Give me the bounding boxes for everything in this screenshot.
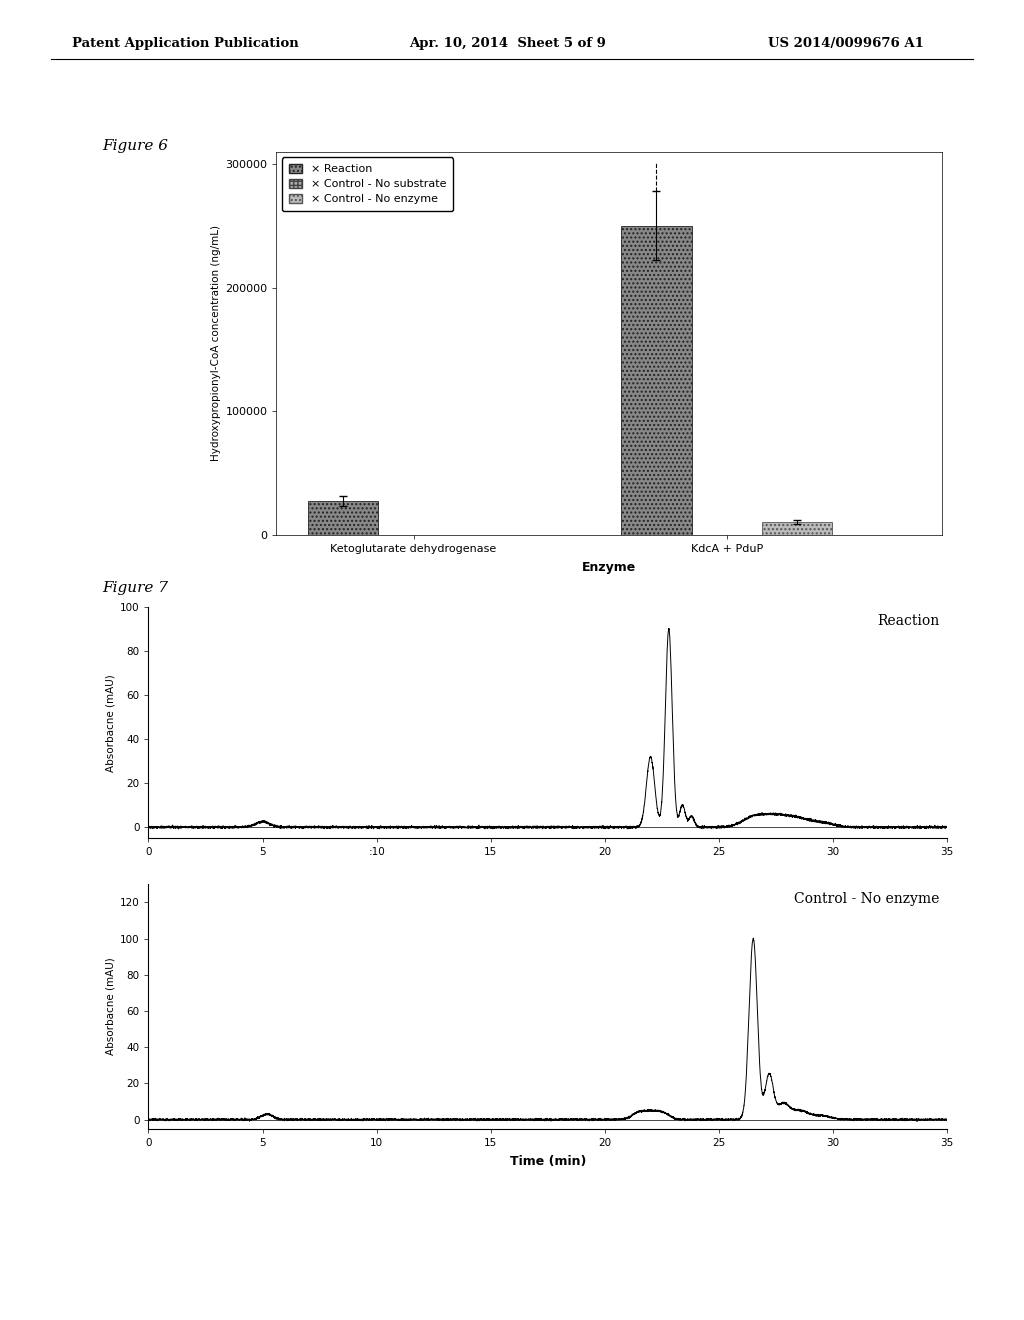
Text: Control - No enzyme: Control - No enzyme	[794, 892, 939, 906]
Bar	[308, 502, 378, 535]
Text: Reaction: Reaction	[877, 614, 939, 628]
Y-axis label: Hydroxypropionyl-CoA concentration (ng/mL): Hydroxypropionyl-CoA concentration (ng/m…	[211, 226, 221, 461]
Legend: × Reaction, × Control - No substrate, × Control - No enzyme: × Reaction, × Control - No substrate, × …	[282, 157, 453, 211]
Text: Patent Application Publication: Patent Application Publication	[72, 37, 298, 50]
Text: Apr. 10, 2014  Sheet 5 of 9: Apr. 10, 2014 Sheet 5 of 9	[410, 37, 606, 50]
Bar	[762, 523, 833, 535]
Text: US 2014/0099676 A1: US 2014/0099676 A1	[768, 37, 924, 50]
Text: Figure 7: Figure 7	[102, 581, 168, 595]
Y-axis label: Absorbacne (mAU): Absorbacne (mAU)	[105, 673, 116, 772]
Text: Figure 6: Figure 6	[102, 139, 168, 153]
X-axis label: Time (min): Time (min)	[510, 1155, 586, 1168]
Bar	[621, 226, 691, 535]
Y-axis label: Absorbacne (mAU): Absorbacne (mAU)	[105, 957, 116, 1056]
X-axis label: Enzyme: Enzyme	[583, 561, 636, 574]
